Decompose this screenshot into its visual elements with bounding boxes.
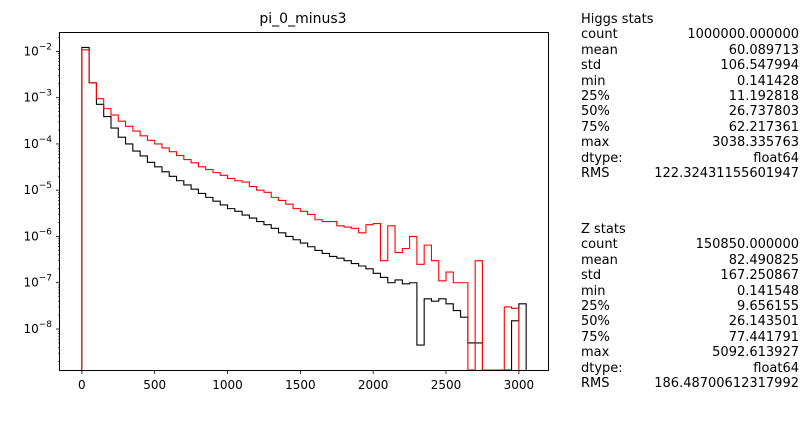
z-stat-key: dtype: xyxy=(581,360,623,376)
y-tick-label: 10−8 xyxy=(23,320,52,336)
higgs-stat-key: std xyxy=(581,58,602,74)
z-stat-key: 25% xyxy=(581,298,610,314)
higgs-stats-row: 75% 62.217361 xyxy=(581,120,799,135)
histogram-series-1 xyxy=(81,46,527,371)
z-stat-key: mean xyxy=(581,252,618,268)
higgs-stats-row: count 1000000.000000 xyxy=(581,27,799,42)
y-tick-label: 10−7 xyxy=(23,274,52,290)
higgs-stats-row: max 3038.335763 xyxy=(581,135,799,150)
higgs-stat-value: 60.089713 xyxy=(728,42,799,58)
x-axis: 0 500 1000 1500 2000 2500 3000 xyxy=(78,370,534,392)
x-tick-label: 3000 xyxy=(504,378,535,392)
x-tick-label: 2000 xyxy=(358,378,389,392)
higgs-stat-value: 0.141428 xyxy=(736,73,799,89)
y-axis: 10−8 10−7 10−6 10−5 10−4 10−3 10−2 xyxy=(23,37,60,362)
higgs-stat-value: 106.547994 xyxy=(720,58,799,74)
y-tick-label: 10−6 xyxy=(23,227,52,243)
z-stat-key: max xyxy=(581,345,610,361)
z-stats-row: RMS 186.48700612317992 xyxy=(581,376,799,391)
higgs-stat-key: max xyxy=(581,135,610,151)
z-stats-row: std 167.250867 xyxy=(581,268,799,283)
higgs-stats-row: 25% 11.192818 xyxy=(581,89,799,104)
z-stat-value: 5092.613927 xyxy=(712,345,799,361)
higgs-stat-key: 75% xyxy=(581,119,610,135)
higgs-stat-key: RMS xyxy=(581,165,610,181)
z-stat-value: 9.656155 xyxy=(736,298,799,314)
z-stat-value: 150850.000000 xyxy=(695,237,799,253)
z-stat-key: 50% xyxy=(581,314,610,330)
y-tick-label: 10−4 xyxy=(23,135,52,151)
higgs-stats-row: min 0.141428 xyxy=(581,74,799,89)
axes-frame xyxy=(59,32,549,371)
z-stats-row: max 5092.613927 xyxy=(581,345,799,360)
z-stats-row: 75% 77.441791 xyxy=(581,330,799,345)
x-tick-label: 2500 xyxy=(431,378,462,392)
higgs-stat-value: 3038.335763 xyxy=(712,135,799,151)
z-stats-row: mean 82.490825 xyxy=(581,253,799,268)
chart-title: pi_0_minus3 xyxy=(259,11,346,27)
higgs-stat-value: 62.217361 xyxy=(728,119,799,135)
z-stat-value: 186.48700612317992 xyxy=(654,375,799,391)
z-stats-row: 25% 9.656155 xyxy=(581,299,799,314)
higgs-stat-value: 26.737803 xyxy=(728,104,799,120)
z-stats-row: 50% 26.143501 xyxy=(581,314,799,329)
y-tick-label: 10−5 xyxy=(23,181,52,197)
z-stat-key: count xyxy=(581,237,618,253)
higgs-stat-value: 1000000.000000 xyxy=(687,27,799,43)
higgs-stat-value: 11.192818 xyxy=(728,88,799,104)
higgs-stats-panel: Higgs stats count 1000000.000000 mean 60.08… xyxy=(581,12,799,181)
higgs-stat-key: 25% xyxy=(581,88,610,104)
higgs-stat-value: float64 xyxy=(753,150,799,166)
x-tick-label: 0 xyxy=(78,378,86,392)
z-stats-panel: Z stats count 150850.000000 mean 82.490825 s… xyxy=(581,222,799,391)
higgs-stat-key: mean xyxy=(581,42,618,58)
z-stat-key: min xyxy=(581,283,606,299)
z-stat-key: std xyxy=(581,268,602,284)
higgs-stats-row: mean 60.089713 xyxy=(581,43,799,58)
x-tick-label: 1500 xyxy=(285,378,316,392)
higgs-stats-row: dtype: float64 xyxy=(581,151,799,166)
histogram-series-2 xyxy=(81,49,520,371)
z-stat-value: 82.490825 xyxy=(728,252,799,268)
z-stat-value: 0.141548 xyxy=(736,283,799,299)
higgs-stats-row: std 106.547994 xyxy=(581,58,799,73)
higgs-stats-row: 50% 26.737803 xyxy=(581,104,799,119)
z-stats-row: min 0.141548 xyxy=(581,284,799,299)
higgs-stats-row: RMS 122.32431155601947 xyxy=(581,166,799,181)
z-stat-value: 26.143501 xyxy=(728,314,799,330)
z-stat-key: 75% xyxy=(581,329,610,345)
z-stat-value: 77.441791 xyxy=(728,329,799,345)
higgs-stat-key: count xyxy=(581,27,618,43)
x-tick-label: 500 xyxy=(143,378,166,392)
z-stat-key: RMS xyxy=(581,375,610,391)
y-tick-label: 10−2 xyxy=(23,42,52,58)
z-stats-title: Z stats xyxy=(581,222,626,237)
higgs-stats-title: Higgs stats xyxy=(581,12,654,27)
series-layer xyxy=(81,46,527,371)
z-stats-row: dtype: float64 xyxy=(581,361,799,376)
higgs-stat-key: dtype: xyxy=(581,150,623,166)
x-tick-label: 1000 xyxy=(212,378,243,392)
higgs-stats-table: count 1000000.000000 mean 60.089713 std 106.5… xyxy=(581,27,799,181)
z-stats-table: count 150850.000000 mean 82.490825 std 167.25… xyxy=(581,237,799,391)
z-stats-row: count 150850.000000 xyxy=(581,237,799,252)
higgs-stat-value: 122.32431155601947 xyxy=(654,165,799,181)
y-tick-label: 10−3 xyxy=(23,89,52,105)
z-stat-value: float64 xyxy=(753,360,799,376)
z-stat-value: 167.250867 xyxy=(720,268,799,284)
higgs-stat-key: min xyxy=(581,73,606,89)
higgs-stat-key: 50% xyxy=(581,104,610,120)
